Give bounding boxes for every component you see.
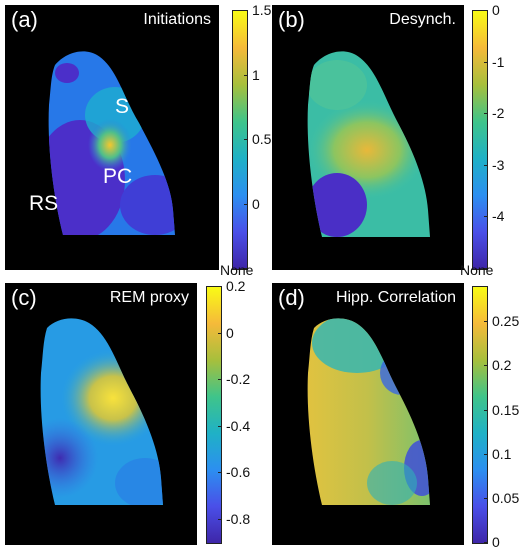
colorbar-tick-mark [218,425,222,427]
colorbar-tick-mark [484,113,488,115]
colorbar-tick-label: None [220,262,254,278]
colorbar-tick-label: 0 [492,2,500,18]
colorbar-tick-mark [218,332,222,334]
panel-a-title: Initiations [143,11,211,28]
region-label-rs: RS [29,192,59,215]
colorbar-tick-label: 0.2 [226,278,246,294]
panel-a-label: (a) [11,7,38,32]
panel-a-map: (a) Initiations S PC RS [5,5,219,270]
region-label-s: S [115,95,130,118]
panel-c-label: (c) [11,285,37,310]
colorbar-tick-mark [484,497,488,499]
colorbar-tick-label: 0.05 [492,489,520,506]
colorbar-tick-label: 0 [492,534,500,550]
colorbar-tick-label: -0.2 [226,371,251,388]
colorbar-tick-label: 0 [252,195,260,212]
colorbar-tick-label: 0 [226,324,234,341]
colorbar-d [472,286,488,544]
colorbar-tick-mark [484,10,488,11]
colorbar-tick-label: 1.5 [252,2,272,18]
colorbar-tick-mark [484,321,488,323]
colorbar-tick-mark [218,518,222,520]
panel-c-map: (c) REM proxy [5,283,197,545]
panel-c-title: REM proxy [109,289,189,306]
colorbar-tick-label: 1 [252,66,260,83]
colorbar-tick-mark [484,542,488,543]
panel-b-map: (b) Desynch. [272,5,464,270]
colorbar-a [232,10,248,270]
colorbar-tick-label: 0.25 [492,313,520,330]
colorbar-tick-label: -0.4 [226,417,251,434]
panel-b-label: (b) [278,7,305,32]
colorbar-c [206,286,222,544]
colorbar-tick-label: -1 [492,53,505,70]
colorbar-tick-mark [244,74,248,76]
colorbar-tick-mark [218,286,222,287]
panel-d-label: (d) [278,285,305,310]
colorbar-tick-label: -4 [492,208,505,225]
region-label-pc: PC [103,165,133,188]
panel-b-svg [307,51,430,237]
colorbar-tick-label: -3 [492,156,505,173]
colorbar-tick-label: -2 [492,105,505,122]
colorbar-tick-mark [484,268,488,269]
colorbar-tick-label: 0.1 [492,445,512,462]
colorbar-tick-mark [484,216,488,218]
colorbar-tick-label: -0.6 [226,464,251,481]
colorbar-tick-mark [484,365,488,367]
colorbar-tick-label: 0.2 [492,357,512,374]
colorbar-tick-mark [244,268,248,269]
colorbar-tick-mark [244,139,248,140]
colorbar-tick-mark [244,10,248,11]
colorbar-tick-label: None [460,262,494,278]
panel-c-svg [40,318,163,505]
colorbar-tick-label: -0.8 [226,510,251,527]
colorbar-tick-mark [218,472,222,474]
colorbar-tick-label: 0.5 [252,131,272,147]
panel-d-svg [307,318,430,505]
colorbar-tick-mark [244,203,248,205]
panel-d-map: (d) Hipp. Correlation [272,283,464,545]
colorbar-tick-mark [484,453,488,455]
colorbar-b [472,10,488,270]
panel-a-svg [48,51,175,235]
panel-b-title: Desynch. [389,11,456,28]
colorbar-tick-mark [484,409,488,411]
colorbar-tick-mark [218,379,222,381]
panel-d-title: Hipp. Correlation [335,289,456,306]
colorbar-tick-mark [484,164,488,166]
colorbar-tick-label: 0.15 [492,401,520,418]
colorbar-tick-mark [484,61,488,63]
